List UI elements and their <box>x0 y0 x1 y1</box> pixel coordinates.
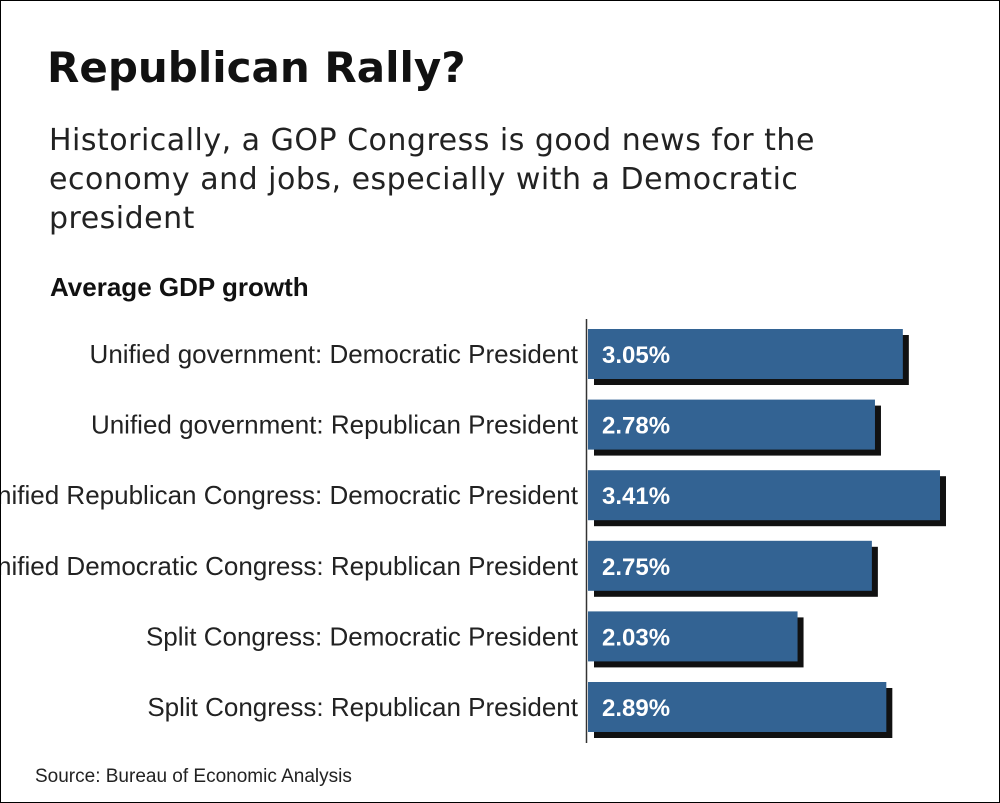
chart-headline: Republican Rally? <box>47 43 466 92</box>
bar-value-label: 2.75% <box>602 554 670 581</box>
category-label: Unified government: Democratic President <box>90 339 579 369</box>
bar-value-label: 2.89% <box>602 695 670 722</box>
category-label: Split Congress: Republican President <box>147 692 578 722</box>
bar <box>588 329 903 379</box>
bars-group: 3.05% Unified government: Democratic Pres… <box>1 329 946 738</box>
bar <box>588 399 875 450</box>
bar-value-label: 3.05% <box>602 342 670 369</box>
chart-title: Average GDP growth <box>50 272 309 302</box>
bar <box>588 540 872 591</box>
category-label: Unified government: Republican President <box>91 410 579 440</box>
bar-value-label: 2.78% <box>602 413 670 440</box>
category-label: Split Congress: Democratic President <box>146 621 579 651</box>
bar <box>588 682 887 732</box>
category-label: Unified Democratic Congress: Republican … <box>1 551 579 581</box>
chart-subtitle: Historically, a GOP Congress is good new… <box>49 123 815 236</box>
bar-value-label: 3.41% <box>602 483 670 510</box>
source-note: Source: Bureau of Economic Analysis <box>35 766 352 787</box>
bar-value-label: 2.03% <box>602 624 670 651</box>
bar <box>588 611 798 662</box>
category-label: Unified Republican Congress: Democratic … <box>1 480 579 510</box>
bar <box>588 470 940 521</box>
bar-chart: Average GDP growth 3.05% Unified governme… <box>1 272 946 743</box>
